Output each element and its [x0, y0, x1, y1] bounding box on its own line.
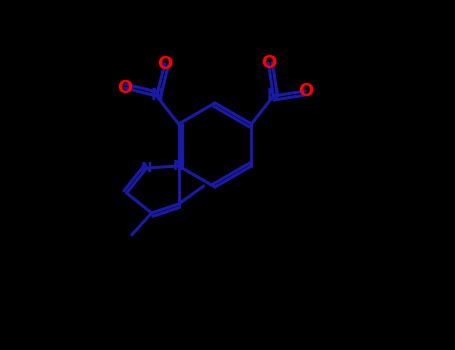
Text: O: O	[117, 79, 132, 97]
Text: O: O	[298, 82, 313, 100]
Text: O: O	[157, 55, 172, 73]
Text: O: O	[261, 54, 276, 72]
Text: N: N	[150, 89, 163, 104]
Text: N: N	[173, 159, 184, 173]
Text: N: N	[141, 161, 152, 175]
Text: N: N	[267, 89, 280, 104]
